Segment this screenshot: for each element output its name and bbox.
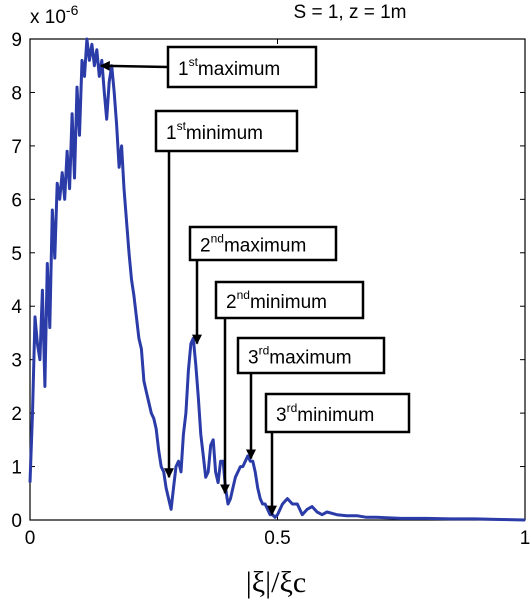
y-exponent-label: x 10-6 <box>30 2 79 28</box>
annotation-label: 1stmaximum <box>178 55 280 80</box>
annotation-1: 1stmaximum <box>99 45 318 89</box>
annotation-box <box>166 45 318 89</box>
annotation-box <box>154 109 299 153</box>
y-tick-label: 6 <box>11 190 22 211</box>
annotation-box <box>214 280 365 320</box>
annotation-box <box>264 392 411 434</box>
annotation-6: 3rdminimum <box>264 392 411 516</box>
y-tick-label: 0 <box>11 511 22 532</box>
annotation-5: 3rdmaximum <box>236 336 386 460</box>
y-tick-label: 7 <box>11 137 22 158</box>
annotation-label: 3rdminimum <box>276 401 374 426</box>
y-tick-label: 5 <box>11 244 22 265</box>
series-line <box>28 37 526 522</box>
y-tick-label: 4 <box>11 297 22 318</box>
y-exponent-power: -6 <box>66 2 79 18</box>
x-tick-label: 0.5 <box>264 528 290 549</box>
y-tick-label: 8 <box>11 83 22 104</box>
y-exponent-base: x 10 <box>30 7 66 28</box>
y-tick-label: 2 <box>11 404 22 425</box>
x-tick-label: 0 <box>25 528 36 549</box>
labels-layer: S = 1, z = 1m x 10-6 |ξ|/ξc <box>30 2 407 599</box>
annotation-layer: 1stmaximum 1stminimum 2ndmaximum 2ndminimum… <box>99 45 411 516</box>
y-tick-label: 9 <box>11 30 22 51</box>
annotation-box <box>188 225 338 262</box>
annotation-label: 2ndmaximum <box>200 232 306 257</box>
annotation-2: 1stminimum <box>154 109 299 479</box>
annotation-label: 3rdmaximum <box>248 344 352 369</box>
ticks-layer: 0 0.5 1 0 1 2 3 4 5 6 7 8 9 <box>11 30 530 549</box>
y-tick-label: 1 <box>11 458 22 479</box>
chart-title: S = 1, z = 1m <box>294 2 407 23</box>
x-axis-label: |ξ|/ξc <box>246 566 306 599</box>
annotation-3: 2ndmaximum <box>188 225 338 345</box>
x-tick-label: 1 <box>520 528 531 549</box>
line-layer <box>28 37 526 522</box>
annotation-label: 1stminimum <box>166 119 263 144</box>
y-tick-label: 3 <box>11 351 22 372</box>
annotation-arrow <box>99 60 169 71</box>
annotation-box <box>236 336 386 375</box>
annotation-4: 2ndminimum <box>214 280 365 495</box>
annotation-label: 2ndminimum <box>226 288 327 313</box>
